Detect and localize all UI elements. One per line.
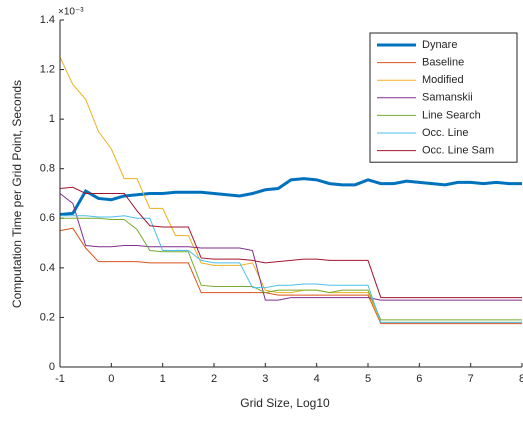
x-tick-label: -1: [55, 373, 65, 385]
y-multiplier: ×10⁻³: [58, 7, 84, 18]
legend-label: Samanskii: [422, 92, 473, 104]
series-line: [60, 227, 522, 325]
legend-label: Baseline: [422, 57, 464, 69]
x-tick-label: 5: [365, 373, 371, 385]
x-tick-label: 1: [160, 373, 166, 385]
y-tick-label: 0.8: [40, 163, 55, 175]
x-tick-label: 2: [211, 373, 217, 385]
y-tick-label: 0: [49, 361, 55, 373]
x-tick-label: 7: [468, 373, 474, 385]
x-axis-label: Grid Size, Log10: [240, 396, 330, 410]
legend-label: Occ. Line Sam: [422, 145, 494, 157]
legend-label: Occ. Line: [422, 127, 468, 139]
series-line: [60, 177, 522, 217]
y-tick-label: 1.4: [40, 14, 55, 26]
series-line: [60, 193, 522, 301]
y-tick-label: 1: [49, 113, 55, 125]
legend-label: Line Search: [422, 109, 481, 121]
y-tick-label: 0.2: [40, 311, 55, 323]
series-line: [60, 217, 522, 321]
legend-label: Dynare: [422, 39, 457, 51]
y-tick-label: 0.6: [40, 212, 55, 224]
x-tick-label: 3: [262, 373, 268, 385]
legend-label: Modified: [422, 74, 464, 86]
x-tick-label: 4: [314, 373, 320, 385]
y-tick-label: 1.2: [40, 63, 55, 75]
x-tick-label: 0: [108, 373, 114, 385]
series-line: [60, 215, 522, 323]
x-tick-label: 6: [416, 373, 422, 385]
series-line: [60, 186, 522, 299]
y-tick-label: 0.4: [40, 262, 55, 274]
y-axis-label: Computation Time per Grid Point, Seconds: [10, 80, 24, 308]
x-tick-label: 8: [519, 373, 523, 385]
